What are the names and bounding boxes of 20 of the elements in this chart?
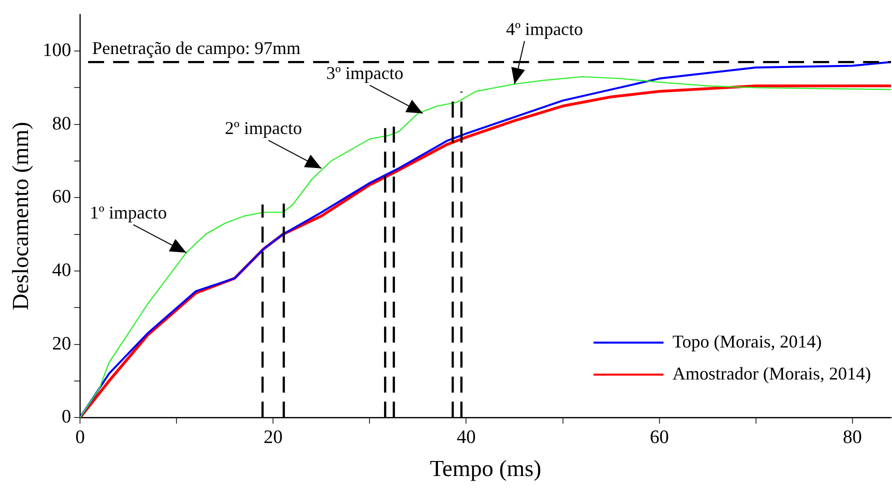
y-axis-title: Deslocamento (mm) bbox=[8, 122, 33, 310]
x-tick-label: 20 bbox=[264, 426, 283, 448]
x-tick-label: 40 bbox=[456, 426, 476, 448]
y-tick-label: 100 bbox=[42, 40, 72, 62]
y-tick-label: 60 bbox=[52, 186, 72, 208]
x-tick-label: 60 bbox=[650, 426, 669, 448]
y-tick-label: 80 bbox=[52, 113, 72, 134]
ref-line-label: Penetração de campo: 97mm bbox=[92, 38, 301, 58]
y-tick-label: 40 bbox=[52, 260, 72, 281]
x-axis-title: Tempo (ms) bbox=[430, 456, 542, 482]
annotation: 3º impacto bbox=[326, 63, 404, 84]
annotation: 4º impacto bbox=[506, 18, 584, 39]
y-tick-label: 0 bbox=[62, 406, 72, 428]
y-tick-label: 20 bbox=[52, 333, 72, 354]
x-tick-label: 80 bbox=[842, 426, 862, 448]
legend-label: Amostrador (Morais, 2014) bbox=[672, 363, 872, 384]
annotation: 2º impacto bbox=[224, 118, 302, 138]
x-tick-label: 0 bbox=[75, 426, 85, 448]
legend-label: Topo (Morais, 2014) bbox=[672, 331, 822, 352]
annotation: 1º impacto bbox=[90, 202, 167, 222]
